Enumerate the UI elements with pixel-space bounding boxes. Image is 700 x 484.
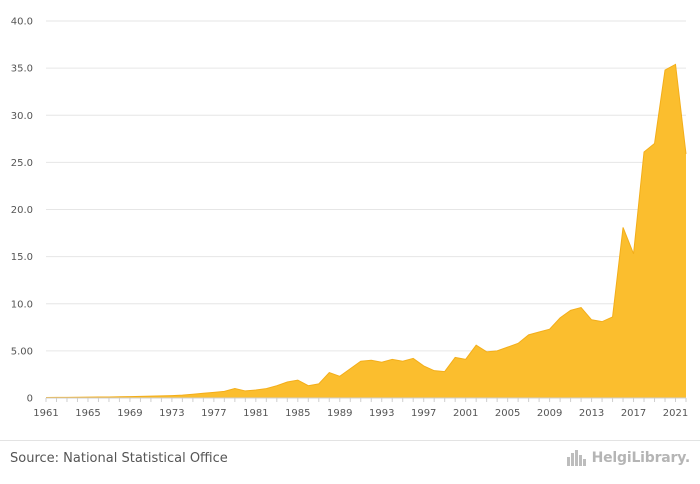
y-tick-label: 25.0 — [11, 158, 33, 169]
y-tick-label: 10.0 — [11, 299, 33, 310]
y-tick-label: 5.00 — [11, 346, 33, 357]
area-series — [45, 63, 687, 399]
y-tick-label: 35.0 — [11, 64, 33, 75]
area-fill — [46, 64, 686, 399]
x-tick-label: 1993 — [369, 408, 394, 419]
x-tick-label: 1973 — [159, 408, 184, 419]
chart-footer: Source: National Statistical Office Helg… — [0, 440, 700, 484]
x-tick-label: 2001 — [453, 408, 478, 419]
y-tick-label: 40.0 — [11, 17, 33, 28]
source-label: Source: National Statistical Office — [10, 451, 228, 466]
x-tick-label: 1997 — [411, 408, 436, 419]
x-tick-label: 1961 — [33, 408, 58, 419]
x-tick-label: 2021 — [663, 408, 688, 419]
city-skyline-icon — [566, 450, 586, 466]
y-tick-label: 0 — [27, 394, 33, 405]
axes — [45, 397, 687, 402]
x-tick-label: 1977 — [201, 408, 226, 419]
logo-text: HelgiLibrary. — [591, 450, 691, 466]
x-tick-label: 2005 — [495, 408, 520, 419]
y-tick-label: 20.0 — [11, 205, 33, 216]
y-tick-label: 15.0 — [11, 252, 33, 263]
x-tick-label: 2013 — [579, 408, 604, 419]
x-tick-label: 1985 — [285, 408, 310, 419]
x-tick-label: 2017 — [621, 408, 646, 419]
x-axis-tick-labels: 1961 1965 1969 1973 1977 1981 1985 1989 1993 1997… — [33, 408, 688, 419]
helgi-library-logo[interactable]: HelgiLibrary. — [566, 449, 690, 467]
y-axis-tick-labels: 0 5.00 10.0 15.0 20.0 25.0 30.0 35.0 40.0 — [11, 17, 33, 405]
x-tick-label: 1969 — [117, 408, 142, 419]
x-tick-label: 2009 — [537, 408, 562, 419]
x-tick-label: 1989 — [327, 408, 352, 419]
grid-lines — [46, 20, 686, 352]
y-tick-label: 30.0 — [11, 111, 33, 122]
x-tick-label: 1981 — [243, 408, 268, 419]
x-tick-label: 1965 — [75, 408, 100, 419]
area-line — [45, 63, 687, 399]
